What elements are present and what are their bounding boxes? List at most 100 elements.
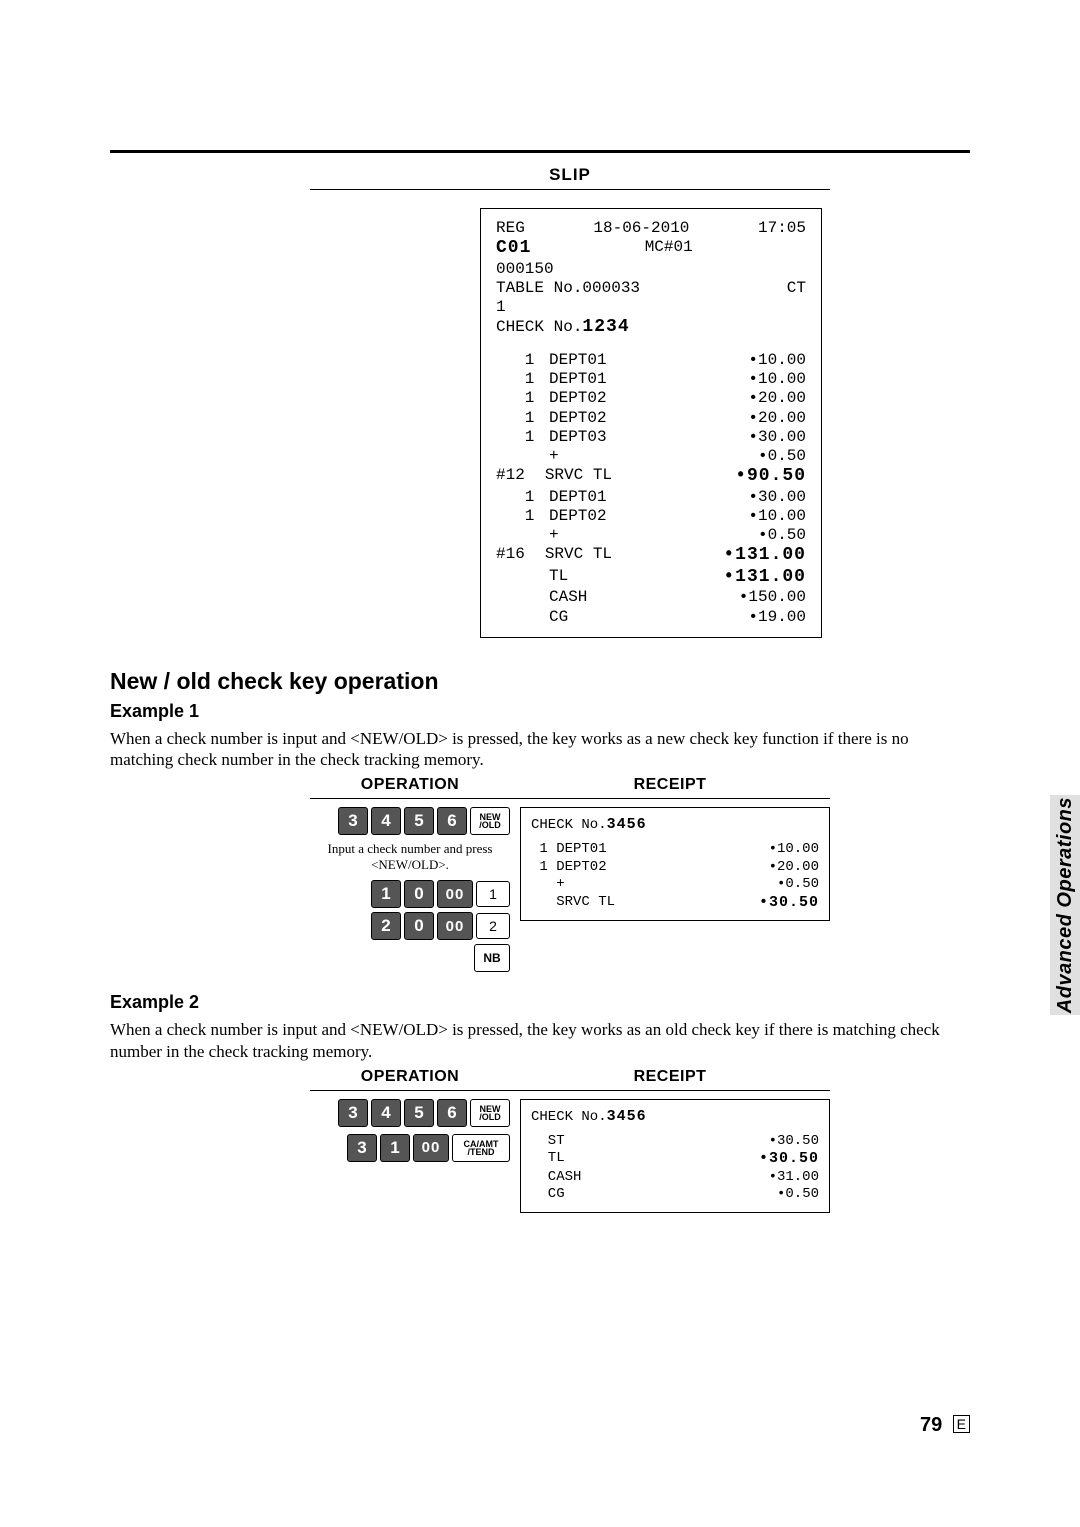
slip-item-amt: •0.50 [758,526,806,545]
side-tab-label: Advanced Operations [1054,797,1077,1013]
page-footer: 79 E [920,1414,970,1437]
ex2-keys-row2: 3100CA/AMT /TEND [310,1134,510,1162]
slip-item-amt: •20.00 [748,389,806,408]
columns-header-1: OPERATION RECEIPT [310,776,830,799]
slip-item-name: + [529,447,758,466]
ex2-tl-label: TL [531,1150,565,1169]
slip-item-row: 1DEPT02•10.00 [496,507,806,526]
slip-reg: REG [496,219,525,238]
example2-body: 3456NEW /OLD 3100CA/AMT /TEND CHECK No.3… [310,1091,830,1213]
slip-table: TABLE No.000033 [496,279,640,298]
numeric-key-00[interactable]: 00 [437,912,473,940]
top-rule [110,150,970,153]
slip-clerk: C01 [496,238,531,260]
receipt-line-amt: •30.50 [769,1133,819,1151]
function-key[interactable]: CA/AMT /TEND [452,1134,510,1162]
numeric-key-2[interactable]: 2 [371,912,401,940]
slip-time: 17:05 [758,219,806,238]
numeric-key-0[interactable]: 0 [404,912,434,940]
page-letter: E [953,1415,970,1433]
page-number: 79 [920,1414,942,1436]
slip-item-name: DEPT01 [529,351,748,370]
slip-item-amt: •10.00 [748,370,806,389]
slip-item-name: DEPT02 [529,389,748,408]
function-key[interactable]: NEW /OLD [470,807,510,835]
numeric-key-4[interactable]: 4 [371,1099,401,1127]
numeric-key-4[interactable]: 4 [371,807,401,835]
example2-heading: Example 2 [110,992,970,1013]
numeric-key-6[interactable]: 6 [437,807,467,835]
slip-item-row: 1DEPT01•10.00 [496,370,806,389]
receipt-line: +•0.50 [531,876,819,894]
slip-srv2-ref: #16 [496,545,525,567]
slip-item-qty: 1 [496,370,529,389]
slip-srv1-val: •90.50 [735,466,806,488]
ex1-tot-label: SRVC TL [531,894,615,913]
numeric-key-6[interactable]: 6 [437,1099,467,1127]
receipt-line: 1 DEPT01•10.00 [531,841,819,859]
receipt-line-amt: •20.00 [769,859,819,877]
example1-heading: Example 1 [110,701,970,722]
numeric-key-00[interactable]: 00 [413,1134,449,1162]
function-key[interactable]: 1 [476,881,510,907]
slip-item-row: 1DEPT01•30.00 [496,488,806,507]
receipt-header-2: RECEIPT [510,1068,830,1086]
slip-item-name: DEPT03 [529,428,748,447]
slip-item-name: DEPT02 [529,507,748,526]
slip-item-row: 1DEPT01•10.00 [496,351,806,370]
numeric-key-3[interactable]: 3 [338,1099,368,1127]
page: SLIP REG18-06-201017:05 C01MC#01 000150 … [0,0,1080,1527]
function-key[interactable]: NEW /OLD [470,1099,510,1127]
ex1-keys-row3: 20002 [310,912,510,940]
slip-item-row: 1DEPT03•30.00 [496,428,806,447]
slip-item-amt: •10.00 [748,507,806,526]
example1-body: 3456NEW /OLD Input a check number and pr… [310,799,830,972]
ex2-tl-val: •30.50 [759,1150,819,1169]
slip-item-amt: •10.00 [748,351,806,370]
numeric-key-3[interactable]: 3 [347,1134,377,1162]
slip-tl-label: TL [529,567,723,589]
columns-header-2: OPERATION RECEIPT [310,1068,830,1091]
operation-header: OPERATION [310,776,510,794]
numeric-key-5[interactable]: 5 [404,1099,434,1127]
slip-item-qty: 1 [496,409,529,428]
receipt-line: 1 DEPT02 •20.00 [531,859,819,877]
slip-cash-val: •150.00 [739,588,806,607]
receipt-line-label: 1 DEPT02 [531,859,607,877]
slip-item-qty [496,526,529,545]
numeric-key-1[interactable]: 1 [371,880,401,908]
slip-tl-val: •131.00 [723,567,806,589]
example1-text: When a check number is input and <NEW/OL… [110,728,970,771]
slip-item-name: DEPT01 [529,488,748,507]
numeric-key-1[interactable]: 1 [380,1134,410,1162]
slip-srv1-label: SRVC TL [525,466,735,488]
nb-key[interactable]: NB [474,944,510,972]
ex1-caption: Input a check number and press <NEW/OLD>… [310,841,510,872]
ex2-receipt: CHECK No.3456 ST•30.50 TL•30.50 CASH•31.… [520,1099,830,1213]
receipt-line-label: ST [531,1133,565,1151]
slip-srv2-label: SRVC TL [525,545,724,567]
ex1-check-no: 3456 [607,816,647,833]
slip-item-name: + [529,526,758,545]
slip-ct: CT [787,279,806,298]
slip-item-qty: 1 [496,389,529,408]
slip-item-qty [496,447,529,466]
numeric-key-00[interactable]: 00 [437,880,473,908]
ex1-keys-row1: 3456NEW /OLD [310,807,510,835]
slip-item-row: 1DEPT02•20.00 [496,389,806,408]
slip-item-qty: 1 [496,428,529,447]
slip-item-qty: 1 [496,488,529,507]
receipt-line-amt: •0.50 [777,876,819,894]
slip-item-amt: •0.50 [758,447,806,466]
function-key[interactable]: 2 [476,913,510,939]
ex2-keys-row1: 3456NEW /OLD [310,1099,510,1127]
operation-header-2: OPERATION [310,1068,510,1086]
slip-receipt: REG18-06-201017:05 C01MC#01 000150 TABLE… [480,208,822,638]
slip-item-qty: 1 [496,507,529,526]
numeric-key-5[interactable]: 5 [404,807,434,835]
slip-item-name: DEPT01 [529,370,748,389]
numeric-key-3[interactable]: 3 [338,807,368,835]
example2-text: When a check number is input and <NEW/OL… [110,1019,970,1062]
slip-item-amt: •20.00 [748,409,806,428]
numeric-key-0[interactable]: 0 [404,880,434,908]
